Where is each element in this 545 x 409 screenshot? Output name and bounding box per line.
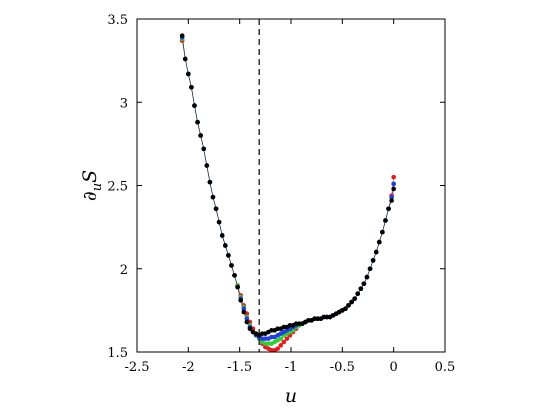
data-point-series-3 xyxy=(195,119,200,125)
data-point-series-3 xyxy=(235,284,240,290)
data-point-series-3 xyxy=(232,273,237,278)
data-point-series-3 xyxy=(241,309,247,315)
data-point-series-3 xyxy=(213,206,219,212)
data-point-series-2 xyxy=(241,306,247,312)
data-point-series-3 xyxy=(229,263,234,268)
data-point-series-2 xyxy=(391,181,396,187)
x-axis-label: u xyxy=(285,385,297,407)
data-point-series-0 xyxy=(275,346,280,351)
data-point-series-1 xyxy=(278,336,284,341)
y-axis-ticks: 1.5 2 2.5 3 3.5 xyxy=(107,13,445,361)
x-tick-label: -1.5 xyxy=(227,360,252,375)
data-point-series-3 xyxy=(373,249,379,255)
data-point-series-3 xyxy=(238,298,243,303)
x-axis-ticks: -2.5 -2 -1.5 -1 -0.5 0 0.5 xyxy=(124,19,455,375)
data-point-series-3 xyxy=(204,163,210,168)
y-axis-label: ∂uS xyxy=(79,170,105,201)
data-point-series-3 xyxy=(391,186,396,192)
data-point-series-3 xyxy=(370,258,376,263)
data-point-series-3 xyxy=(198,133,203,138)
data-point-series-3 xyxy=(216,219,222,225)
y-tick-label: 2.5 xyxy=(107,180,128,195)
data-point-series-3 xyxy=(389,198,394,203)
y-axis-label-partial: ∂ xyxy=(79,191,101,201)
y-tick-label: 1.5 xyxy=(107,346,128,361)
x-tick-label: -0.5 xyxy=(330,360,355,375)
data-point-series-3 xyxy=(364,274,370,280)
x-tick-label: -2 xyxy=(182,360,195,375)
y-axis-label-main: S xyxy=(79,170,101,183)
data-point-series-3 xyxy=(376,239,382,245)
data-point-series-0 xyxy=(281,339,287,345)
series-points xyxy=(179,33,396,353)
data-point-series-0 xyxy=(284,336,290,341)
data-point-series-3 xyxy=(226,253,231,258)
data-point-series-3 xyxy=(189,84,194,90)
data-point-series-2 xyxy=(389,194,394,200)
data-point-series-3 xyxy=(361,281,367,287)
x-tick-label: -2.5 xyxy=(124,360,149,375)
data-point-series-3 xyxy=(349,299,354,305)
data-point-series-3 xyxy=(179,33,185,38)
data-point-series-3 xyxy=(352,296,357,302)
data-point-series-3 xyxy=(358,286,364,292)
data-point-series-3 xyxy=(201,146,207,152)
y-tick-label: 2 xyxy=(120,263,128,278)
data-point-series-3 xyxy=(380,229,385,235)
data-point-series-3 xyxy=(244,319,250,325)
y-axis-label-subscript: u xyxy=(90,183,105,191)
data-point-series-3 xyxy=(219,233,225,238)
x-tick-label: 0.5 xyxy=(435,360,456,375)
data-point-series-3 xyxy=(386,206,391,212)
data-point-series-3 xyxy=(383,218,388,223)
data-point-series-3 xyxy=(210,194,216,200)
data-point-series-3 xyxy=(207,179,213,185)
data-point-series-3 xyxy=(346,303,351,308)
x-tick-label: -1 xyxy=(285,360,298,375)
data-point-series-0 xyxy=(278,343,284,348)
y-tick-label: 3.5 xyxy=(107,13,128,28)
data-point-series-3 xyxy=(247,326,253,331)
data-point-series-3 xyxy=(222,243,228,248)
data-point-series-3 xyxy=(192,103,197,108)
x-tick-label: 0 xyxy=(390,360,398,375)
data-point-series-2 xyxy=(244,316,250,322)
data-point-series-3 xyxy=(343,306,348,312)
y-tick-label: 3 xyxy=(120,96,128,111)
data-point-series-3 xyxy=(186,71,191,77)
data-point-series-0 xyxy=(391,174,396,180)
data-point-series-3 xyxy=(355,291,361,297)
data-point-series-3 xyxy=(182,56,188,62)
data-point-series-3 xyxy=(367,266,373,272)
